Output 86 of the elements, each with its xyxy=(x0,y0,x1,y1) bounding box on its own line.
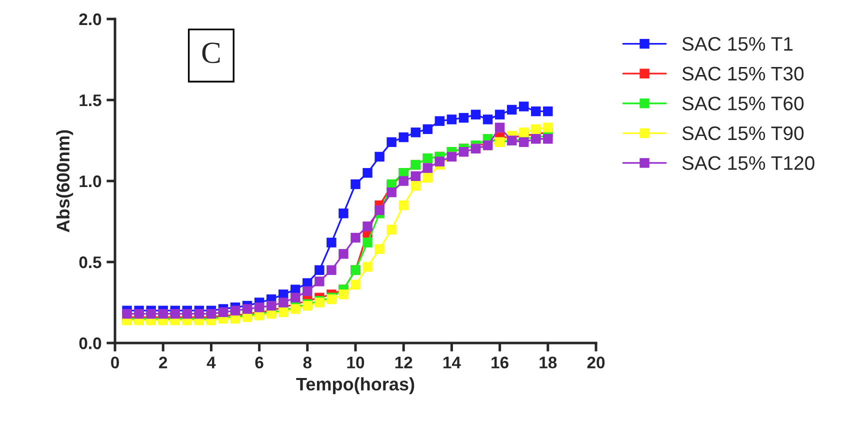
point xyxy=(278,298,288,308)
point xyxy=(266,300,276,311)
point xyxy=(218,307,228,318)
point xyxy=(398,132,408,142)
point xyxy=(338,208,348,218)
point xyxy=(350,179,360,190)
point xyxy=(518,102,529,112)
point xyxy=(374,244,384,254)
point xyxy=(422,124,433,134)
point xyxy=(350,280,360,290)
point xyxy=(242,304,252,314)
y-axis-title: Abs(600nm) xyxy=(56,130,74,232)
x-tick-label: 4 xyxy=(206,356,216,368)
point xyxy=(326,265,336,275)
point xyxy=(374,205,384,216)
x-tick-label: 0 xyxy=(111,356,119,368)
point xyxy=(458,112,469,123)
x-tick-label: 16 xyxy=(492,356,508,368)
x-tick-label: 18 xyxy=(540,356,557,368)
legend-label: SAC 15% T60 xyxy=(682,96,804,110)
point xyxy=(543,106,553,116)
y-tick-label: 0.0 xyxy=(79,337,102,350)
x-tick-label: 10 xyxy=(347,356,364,368)
point xyxy=(386,137,396,147)
point xyxy=(146,308,156,319)
point xyxy=(543,122,553,132)
point xyxy=(338,290,348,300)
point xyxy=(386,224,396,234)
point xyxy=(482,114,493,124)
point xyxy=(362,238,372,248)
point xyxy=(338,249,348,259)
legend-label: SAC 15% T1 xyxy=(682,37,793,51)
point xyxy=(410,171,420,181)
point xyxy=(326,238,336,248)
point xyxy=(362,222,372,232)
point xyxy=(314,276,324,286)
point xyxy=(206,308,216,319)
y-tick-label: 1.5 xyxy=(80,94,102,106)
x-tick-label: 2 xyxy=(159,356,168,368)
x-tick-label: 14 xyxy=(443,356,461,368)
point xyxy=(134,308,144,319)
point xyxy=(182,308,192,319)
point xyxy=(518,128,529,138)
point xyxy=(494,110,505,120)
point xyxy=(158,308,168,319)
point xyxy=(531,106,541,116)
y-tick-label: 2.0 xyxy=(79,13,102,26)
point xyxy=(122,308,132,319)
y-tick-label: 0.5 xyxy=(79,256,102,268)
x-tick-label: 12 xyxy=(395,356,412,368)
point xyxy=(254,302,264,312)
point xyxy=(314,265,324,275)
point xyxy=(350,232,360,243)
x-tick-label: 20 xyxy=(587,356,605,368)
point xyxy=(302,286,312,296)
point xyxy=(422,172,433,183)
legend-label: SAC 15% T90 xyxy=(682,126,804,140)
point xyxy=(446,114,457,124)
point xyxy=(290,292,300,302)
point xyxy=(543,134,553,144)
point xyxy=(494,122,505,132)
point xyxy=(518,137,529,147)
point xyxy=(410,181,420,191)
point xyxy=(434,116,445,126)
x-tick-label: 6 xyxy=(255,356,264,368)
y-tick-label: 1.0 xyxy=(80,175,102,188)
point xyxy=(470,110,481,120)
point xyxy=(362,168,372,178)
point xyxy=(362,262,372,272)
point xyxy=(422,163,433,173)
legend-label: SAC 15% T120 xyxy=(682,156,814,170)
point xyxy=(170,308,180,319)
point xyxy=(398,176,408,186)
point xyxy=(230,306,240,316)
point xyxy=(374,152,384,162)
point xyxy=(434,156,445,166)
point xyxy=(531,124,541,134)
x-tick-label: 8 xyxy=(303,356,312,368)
point xyxy=(410,128,420,138)
annotation: C xyxy=(202,42,220,64)
legend-label: SAC 15% T30 xyxy=(682,66,804,81)
point xyxy=(386,187,396,198)
point xyxy=(194,308,204,319)
point xyxy=(506,104,517,115)
point xyxy=(398,200,408,210)
x-axis-title: Tempo(horas) xyxy=(296,377,414,394)
